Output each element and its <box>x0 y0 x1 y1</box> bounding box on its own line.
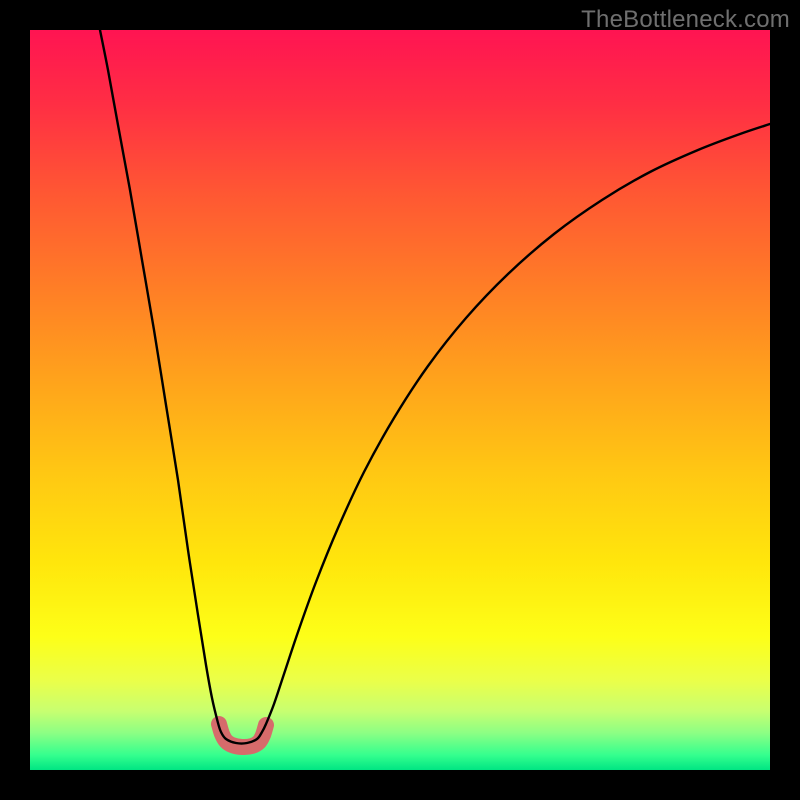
watermark-text: TheBottleneck.com <box>581 6 790 34</box>
chart-frame: TheBottleneck.com <box>0 0 800 800</box>
curve-layer <box>30 30 770 770</box>
plot-area <box>30 30 770 770</box>
bottleneck-curve <box>100 30 770 744</box>
